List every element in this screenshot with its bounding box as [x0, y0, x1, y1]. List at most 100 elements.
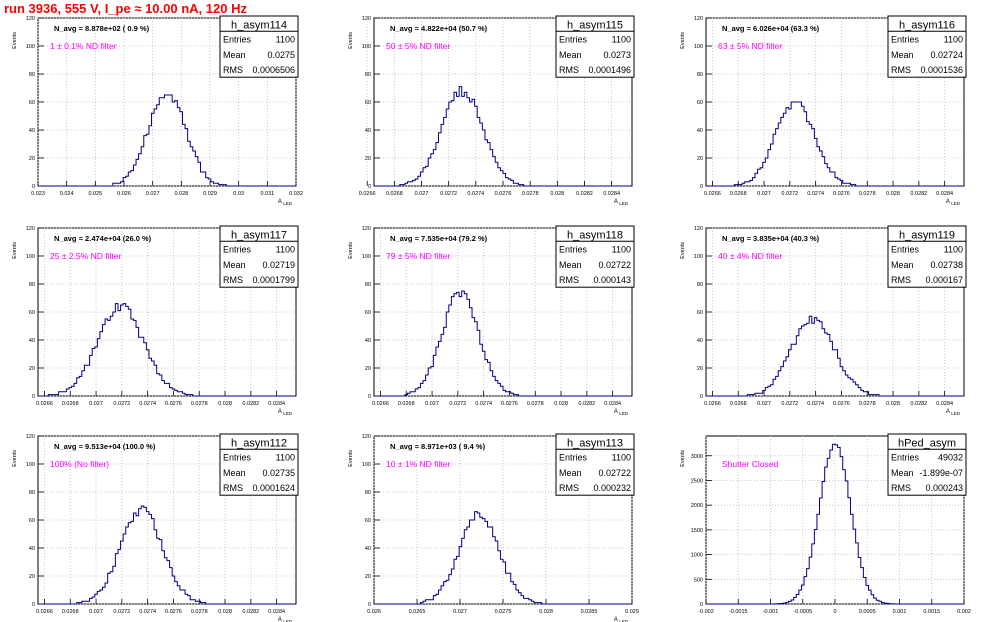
stats-box-frame: [219, 225, 299, 288]
navg-label: N_avg = 8.971e+03 ( 9.4 %): [390, 442, 486, 451]
stats-value-entries: 1100: [276, 453, 295, 463]
histogram-panel-h_asym113: 0.026 0.0265 0.027 0.0275 0.028 0.0285 0.029 0 2…: [348, 433, 639, 622]
x-axis-label: A LED: [946, 199, 961, 206]
stats-box: h_asym113 Entries 1100 Mean 0.02722 RMS 0.0002…: [555, 433, 635, 496]
histogram-bars-h_asym119: [706, 315, 964, 397]
y-tick-label: 20: [29, 156, 35, 162]
stats-value-rms: 0.000243: [925, 483, 963, 493]
y-tick-label: 120: [362, 226, 371, 232]
stats-value-rms: 0.0001496: [588, 65, 631, 75]
x-tick-label: 0.0275: [495, 609, 512, 615]
y-tick-label: 80: [365, 72, 371, 78]
stats-value-mean: -1.899e-07: [919, 468, 963, 478]
x-tick-label: 0.0284: [936, 191, 953, 197]
stats-value-rms: 0.0001799: [252, 275, 295, 285]
x-tick-label: 0.0268: [62, 401, 79, 407]
stats-box: hPed_asym Entries 49032 Mean -1.899e-07 RMS 0.…: [887, 433, 967, 496]
stats-box: h_asym119 Entries 1100 Mean 0.02738 RMS 0.0001…: [887, 225, 967, 288]
x-tick-label: 0: [833, 609, 836, 615]
navg-label: N_avg = 6.026e+04 (63.3 %): [722, 24, 820, 33]
filter-label: 40 ± 4% ND filter: [718, 251, 782, 261]
y-tick-label: 0: [368, 394, 371, 400]
x-tick-label: 0.0278: [191, 401, 208, 407]
x-axis-label: A LED: [946, 409, 961, 416]
x-tick-label: 0.0282: [578, 401, 595, 407]
y-tick-label: 100: [694, 44, 703, 50]
x-tick-label: 0.0272: [781, 191, 798, 197]
x-tick-label: 0.0284: [603, 191, 620, 197]
filter-label: 63 ± 5% ND filter: [718, 41, 782, 51]
x-tick-label: 0.001: [893, 609, 907, 615]
y-tick-label: 1500: [691, 528, 703, 534]
x-tick-label: 0.028: [174, 191, 188, 197]
x-tick-label: 0.024: [60, 191, 74, 197]
y-tick-label: 60: [29, 518, 35, 524]
x-tick-label: 0.028: [218, 401, 232, 407]
x-tick-label: 0.0282: [242, 401, 259, 407]
histogram-panel-h_asym114: 0.023 0.024 0.025 0.026 0.027 0.028 0.029 0.03 0…: [12, 15, 303, 206]
stats-label-entries: Entries: [559, 35, 588, 45]
y-tick-label: 0: [32, 184, 35, 190]
y-axis-label: Events: [680, 450, 686, 467]
x-tick-label: 0.0266: [372, 401, 389, 407]
stats-box: h_asym116 Entries 1100 Mean 0.02724 RMS 0.0001…: [887, 15, 967, 78]
stats-value-entries: 1100: [944, 35, 963, 45]
histogram-panel-h_asym119: 0.0266 0.0268 0.027 0.0272 0.0274 0.0276 0.027…: [680, 225, 967, 416]
x-axis-label: A LED: [614, 199, 629, 206]
stats-value-entries: 1100: [612, 35, 631, 45]
y-tick-label: 0: [32, 394, 35, 400]
stats-label-entries: Entries: [223, 35, 252, 45]
y-tick-label: 40: [29, 128, 35, 134]
x-tick-label: 0.029: [203, 191, 217, 197]
stats-box-frame: [555, 225, 635, 288]
stats-title: h_asym119: [899, 229, 955, 241]
x-tick-label: 0.0274: [475, 401, 492, 407]
histogram-panel-h_asym118: 0.0266 0.0268 0.027 0.0272 0.0274 0.0276 0.027…: [348, 225, 635, 416]
y-axis-label: Events: [348, 242, 354, 259]
stats-label-rms: RMS: [559, 65, 579, 75]
x-axis-label: A LED: [278, 199, 293, 206]
stats-value-mean: 0.02738: [930, 260, 963, 270]
y-tick-label: 60: [365, 100, 371, 106]
x-tick-label: 0.027: [757, 191, 771, 197]
y-tick-label: 20: [365, 366, 371, 372]
stats-label-rms: RMS: [891, 275, 911, 285]
x-tick-label: 0.0276: [833, 191, 850, 197]
x-tick-label: 0.027: [89, 401, 103, 407]
y-tick-label: 0: [700, 394, 703, 400]
y-tick-label: 40: [365, 338, 371, 344]
stats-title: h_asym117: [231, 229, 287, 241]
x-tick-label: 0.0276: [833, 401, 850, 407]
x-axis-label: A LED: [278, 409, 293, 416]
filter-label: 25 ± 2.5% ND filter: [50, 251, 121, 261]
filter-label: 79 ± 5% ND filter: [386, 251, 450, 261]
x-tick-label: 0.027: [453, 609, 467, 615]
histogram-bars-h_asym113: [374, 511, 632, 605]
navg-label: N_avg = 4.822e+04 (50.7 %): [390, 24, 488, 33]
stats-box: h_asym118 Entries 1100 Mean 0.02722 RMS 0.0001…: [555, 225, 635, 288]
x-tick-label: 0.0284: [604, 401, 621, 407]
stats-title: h_asym118: [567, 229, 623, 241]
y-axis-label: Events: [348, 32, 354, 49]
y-tick-label: 40: [29, 546, 35, 552]
y-tick-label: 20: [29, 574, 35, 580]
stats-value-mean: 0.02722: [598, 260, 631, 270]
y-tick-label: 120: [26, 226, 35, 232]
stats-label-mean: Mean: [559, 50, 582, 60]
y-tick-label: 40: [365, 546, 371, 552]
y-tick-label: 100: [26, 254, 35, 260]
y-tick-label: 60: [365, 518, 371, 524]
stats-label-mean: Mean: [559, 260, 582, 270]
stats-value-rms: 0.000167: [925, 275, 963, 285]
stats-value-rms: 0.0001536: [920, 65, 963, 75]
y-tick-label: 60: [697, 100, 703, 106]
stats-value-mean: 0.02735: [262, 468, 295, 478]
stats-box: h_asym114 Entries 1100 Mean 0.0275 RMS 0.00065…: [219, 15, 299, 78]
histogram-bars-h_asym114: [38, 94, 296, 187]
y-tick-label: 80: [365, 282, 371, 288]
stats-value-mean: 0.02722: [598, 468, 631, 478]
y-tick-label: 100: [26, 462, 35, 468]
x-tick-label: 0.0276: [165, 401, 182, 407]
stats-title: h_asym115: [567, 19, 623, 31]
stats-label-entries: Entries: [223, 453, 252, 463]
